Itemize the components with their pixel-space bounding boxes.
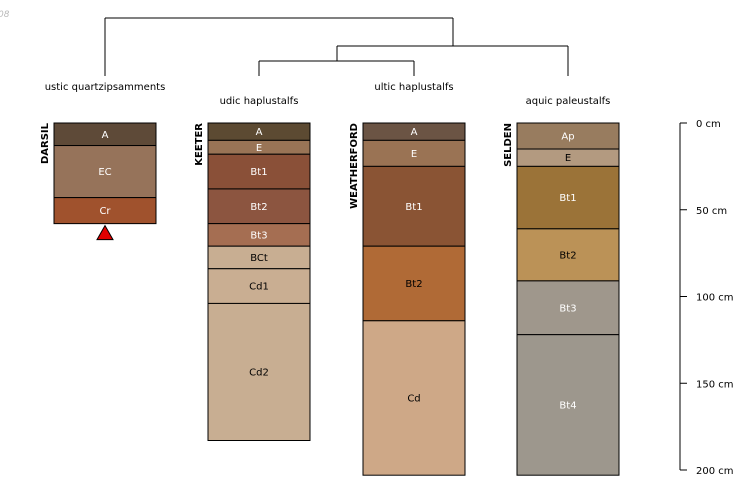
profile-name-darsil: DARSIL: [40, 122, 51, 164]
horizon-label-selden-bt3: Bt3: [559, 303, 576, 314]
horizon-label-weatherford-a: A: [411, 127, 418, 138]
horizon-label-keeter-cd2: Cd2: [249, 367, 269, 378]
profile-weatherford: WEATHERFORD AE Bt1 Bt2 Cd: [349, 122, 466, 476]
profile-name-selden: SELDEN: [503, 123, 514, 167]
horizon-label-keeter-bt1: Bt1: [250, 167, 267, 178]
depth-scale-label: 150 cm: [696, 379, 734, 390]
horizon-label-weatherford-bt1: Bt1: [405, 202, 422, 213]
profile-darsil: DARSIL A EC Cr: [40, 122, 157, 241]
horizon-keeter-cd2: [207, 302, 311, 442]
horizon-label-keeter-e: E: [256, 143, 262, 154]
horizon-darsil-cr: [53, 197, 157, 225]
horizon-label-selden-ap: Ap: [561, 132, 574, 143]
horizon-keeter-bt2: [207, 188, 311, 225]
horizon-label-keeter-bt2: Bt2: [250, 202, 267, 213]
profile-keeter: KEETER AE Bt1 Bt2 Bt3 BCt Cd1 Cd2: [194, 122, 311, 442]
profile-name-keeter: KEETER: [194, 123, 205, 166]
horizon-label-keeter-cd1: Cd1: [249, 282, 269, 293]
group-label-selden: aquic paleustalfs: [526, 96, 611, 107]
horizon-label-selden-e: E: [565, 153, 571, 164]
horizon-keeter-cd1: [207, 268, 311, 304]
paralithic-contact-marker: [96, 224, 114, 241]
horizon-label-keeter-a: A: [256, 127, 263, 138]
horizon-label-selden-bt1: Bt1: [559, 193, 576, 204]
depth-scale-label: 200 cm: [696, 466, 734, 477]
horizon-weatherford-e: [362, 139, 466, 167]
horizon-weatherford-bt2: [362, 245, 466, 322]
horizon-darsil-ec: [53, 145, 157, 199]
horizon-label-weatherford-bt2: Bt2: [405, 279, 422, 290]
depth-scale-label: 100 cm: [696, 293, 734, 304]
horizon-label-selden-bt4: Bt4: [559, 400, 576, 411]
horizon-selden-bt4: [516, 334, 620, 476]
profile-name-weatherford: WEATHERFORD: [349, 123, 360, 209]
depth-scale-label: 50 cm: [696, 206, 727, 217]
dendrogram: [104, 17, 569, 76]
group-label-weatherford: ultic haplustalfs: [374, 82, 453, 93]
horizon-selden-bt2: [516, 228, 620, 282]
horizon-weatherford-cd: [362, 320, 466, 476]
horizon-label-darsil-cr: Cr: [99, 206, 111, 217]
horizon-label-weatherford-cd: Cd: [407, 393, 420, 404]
horizon-selden-bt3: [516, 280, 620, 336]
group-label-keeter: udic haplustalfs: [220, 96, 299, 107]
group-label-darsil: ustic quartzipsamments: [45, 82, 166, 93]
horizon-weatherford-bt1: [362, 165, 466, 247]
horizon-label-selden-bt2: Bt2: [559, 250, 576, 261]
horizon-label-weatherford-e: E: [411, 149, 417, 160]
horizon-label-darsil-a: A: [102, 130, 109, 141]
horizon-keeter-bt1: [207, 153, 311, 190]
horizon-selden-bt1: [516, 165, 620, 230]
horizon-label-keeter-bt3: Bt3: [250, 230, 267, 241]
horizon-label-keeter-bct: BCt: [250, 253, 268, 264]
horizon-label-darsil-ec: EC: [98, 167, 111, 178]
profile-selden: SELDEN Ap E Bt1 Bt2 Bt3 Bt4: [503, 122, 620, 476]
depth-scale-label: 0 cm: [696, 119, 721, 130]
group-labels: ustic quartzipsamments udic haplustalfs …: [45, 82, 611, 107]
depth-scale: 0 cm 50 cm 100 cm 150 cm 200 cm: [679, 119, 734, 477]
corner-text: 08: [0, 10, 10, 20]
